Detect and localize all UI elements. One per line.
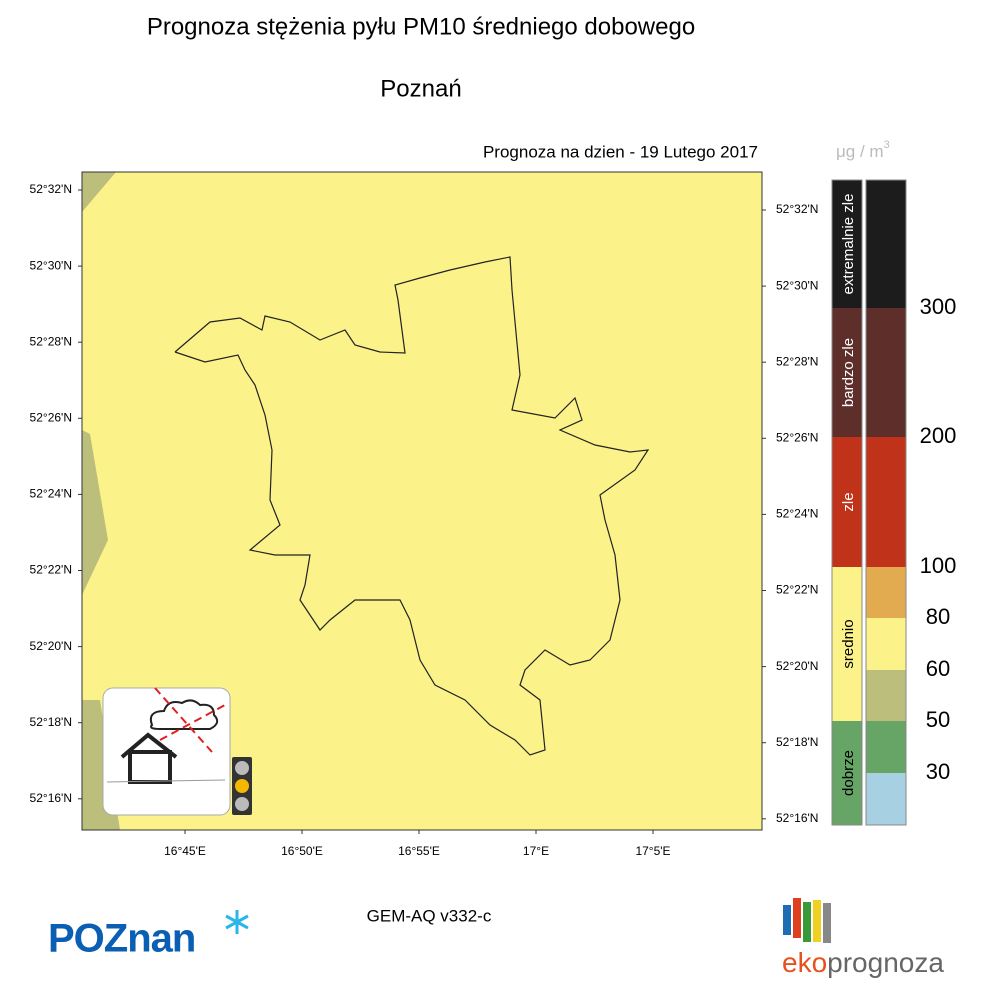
lat-label-right: 52°32'N: [776, 202, 818, 216]
scale-band: [866, 721, 906, 773]
lon-label: 16°55'E: [398, 844, 440, 858]
level-label: 60: [926, 656, 950, 681]
poznan-logo: POZnan: [48, 910, 249, 961]
logo-eko: eko: [782, 947, 827, 978]
axes: 52°32'N 52°32'N 52°30'N 52°30'N 52°28'N 52°28…: [30, 182, 819, 858]
level-label: 80: [926, 604, 950, 629]
ekoprognoza-text: ekoprognoza: [782, 947, 944, 978]
level-label: 200: [920, 423, 957, 448]
logo-prognoza: prognoza: [827, 947, 944, 978]
lat-label-right: 52°20'N: [776, 659, 818, 673]
model-name: GEM-AQ v332-c: [367, 906, 492, 925]
category-label: bardzo zle: [840, 338, 857, 407]
lat-label-left: 52°26'N: [30, 410, 72, 424]
category-label: dobrze: [840, 750, 857, 796]
category-band: [832, 567, 862, 721]
unit-base: μg / m: [836, 142, 884, 161]
category-band: [832, 308, 862, 437]
category-band: [832, 721, 862, 825]
unit-sup: 3: [884, 139, 890, 151]
pollution-icon: [102, 687, 231, 816]
lat-label-right: 52°26'N: [776, 430, 818, 444]
lat-label-left: 52°30'N: [30, 258, 72, 272]
category-label: zle: [840, 492, 857, 511]
title: Prognoza stężenia pyłu PM10 średniego do…: [147, 13, 695, 40]
level-label: 100: [920, 553, 957, 578]
category-band: [832, 437, 862, 567]
scale-band: [866, 773, 906, 825]
level-label: 300: [920, 294, 957, 319]
lat-label-left: 52°18'N: [30, 715, 72, 729]
city-boundary: [174, 256, 650, 756]
lon-label: 16°45'E: [164, 844, 206, 858]
region-patch: [82, 430, 108, 595]
lat-label-left: 52°24'N: [30, 487, 72, 501]
lon-label: 17°5'E: [635, 844, 670, 858]
lat-label-right: 52°28'N: [776, 354, 818, 368]
category-label: extremalnie zle: [840, 194, 857, 295]
legend: extremalnie zle bardzo zle zle srednio dobrz…: [831, 179, 957, 826]
lat-label-left: 52°22'N: [30, 563, 72, 577]
ekoprognoza-logo: ekoprognoza: [782, 898, 944, 978]
lat-label-right: 52°24'N: [776, 507, 818, 521]
logo-asterisk: [225, 910, 249, 934]
scale-band: [866, 180, 906, 308]
scale-band: [866, 618, 906, 670]
lon-label: 16°50'E: [281, 844, 323, 858]
lat-label-left: 52°16'N: [30, 791, 72, 805]
map-frame: [81, 171, 763, 831]
lat-label-left: 52°28'N: [30, 334, 72, 348]
category-label: srednio: [840, 619, 857, 668]
lat-label-right: 52°18'N: [776, 735, 818, 749]
lon-label: 17°E: [523, 844, 549, 858]
lat-label-right: 52°16'N: [776, 811, 818, 825]
map: [81, 171, 763, 831]
unit: μg / m3: [836, 139, 890, 162]
lat-label-right: 52°30'N: [776, 278, 818, 292]
level-label: 50: [926, 707, 950, 732]
forecast-date: Prognoza na dzien - 19 Lutego 2017: [483, 142, 758, 161]
scale-band: [866, 437, 906, 567]
level-label: 30: [926, 759, 950, 784]
lat-label-left: 52°20'N: [30, 639, 72, 653]
category-band: [832, 180, 862, 308]
region-patch: [82, 172, 116, 212]
lat-label-left: 52°32'N: [30, 182, 72, 196]
scale-band: [866, 670, 906, 721]
scale-band: [866, 567, 906, 618]
city: Poznań: [380, 75, 461, 102]
scale-frame: [865, 179, 907, 826]
category-frame: [831, 179, 863, 826]
traffic-light: [232, 757, 252, 815]
lat-label-right: 52°22'N: [776, 583, 818, 597]
poznan-logo-text: POZnan: [48, 917, 195, 961]
scale-band: [866, 308, 906, 437]
